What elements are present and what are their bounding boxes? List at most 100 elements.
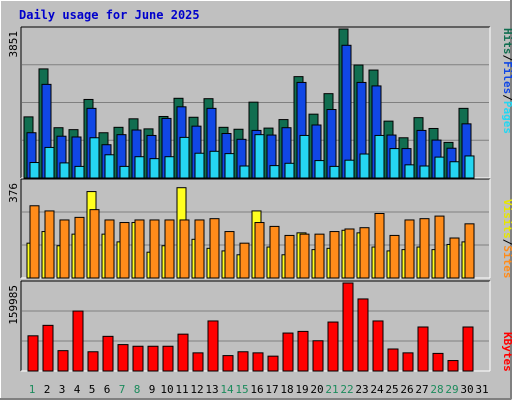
x-tick-label: 4 xyxy=(74,383,81,396)
bar-kbytes-day-4 xyxy=(72,310,84,372)
bar-pages-day-30 xyxy=(464,155,475,179)
x-tick-label: 6 xyxy=(104,383,111,396)
bar-sites-day-7 xyxy=(119,222,130,279)
bar-sites-day-30 xyxy=(464,223,475,279)
x-tick-label: 22 xyxy=(340,383,353,396)
bar-kbytes-day-12 xyxy=(192,352,204,372)
x-tick-label: 29 xyxy=(445,383,458,396)
x-tick-label: 5 xyxy=(89,383,96,396)
x-tick-label: 16 xyxy=(250,383,263,396)
x-tick-label: 30 xyxy=(460,383,473,396)
bar-sites-day-2 xyxy=(44,210,55,279)
bar-pages-day-26 xyxy=(404,164,415,179)
bar-pages-day-19 xyxy=(299,134,310,179)
bar-sites-day-29 xyxy=(449,237,460,279)
x-tick-label: 19 xyxy=(295,383,308,396)
bar-pages-day-7 xyxy=(119,165,130,179)
panel-visits-sites: 376 xyxy=(7,178,491,279)
x-tick-label: 1 xyxy=(29,383,36,396)
bar-pages-day-15 xyxy=(239,165,250,179)
x-tick-label: 31 xyxy=(475,383,488,396)
bar-sites-day-26 xyxy=(404,219,415,279)
bar-kbytes-day-16 xyxy=(252,352,264,372)
x-tick-label: 14 xyxy=(220,383,234,396)
bar-kbytes-day-20 xyxy=(312,340,324,372)
bar-pages-day-13 xyxy=(209,150,220,179)
x-tick-label: 28 xyxy=(430,383,443,396)
bar-pages-day-22 xyxy=(344,159,355,179)
legend-part: Pages xyxy=(501,101,512,134)
bar-kbytes-day-22 xyxy=(342,282,354,372)
bar-pages-day-2 xyxy=(44,146,55,179)
bar-pages-day-17 xyxy=(269,165,280,179)
panel-hits-files-pages: 3851 xyxy=(7,26,491,179)
bar-sites-day-14 xyxy=(224,231,235,279)
bar-kbytes-day-29 xyxy=(447,360,459,372)
x-tick-label: 26 xyxy=(400,383,413,396)
bar-pages-day-8 xyxy=(134,156,145,179)
chart-title: Daily usage for June 2025 xyxy=(19,8,200,22)
bar-sites-day-23 xyxy=(359,227,370,279)
bar-pages-day-23 xyxy=(359,153,370,179)
legend-part: Visits xyxy=(501,199,512,239)
x-tick-label: 20 xyxy=(310,383,323,396)
bar-kbytes-day-7 xyxy=(117,344,129,372)
bar-pages-day-10 xyxy=(164,156,175,179)
x-tick-label: 21 xyxy=(325,383,338,396)
legend-hits-files-pages: Hits/Files/Pages xyxy=(501,28,512,134)
x-tick-label: 10 xyxy=(160,383,173,396)
bar-pages-day-4 xyxy=(74,165,85,179)
bar-pages-day-9 xyxy=(149,158,160,179)
x-tick-label: 13 xyxy=(205,383,218,396)
bar-kbytes-day-13 xyxy=(207,320,219,372)
bar-sites-day-13 xyxy=(209,218,220,279)
bar-kbytes-day-27 xyxy=(417,326,429,372)
legend-part: / xyxy=(501,55,512,62)
bar-pages-day-21 xyxy=(329,165,340,179)
bar-kbytes-day-24 xyxy=(372,320,384,372)
x-tick-label: 7 xyxy=(119,383,126,396)
x-tick-label: 27 xyxy=(415,383,428,396)
x-tick-label: 23 xyxy=(355,383,368,396)
bar-kbytes-day-8 xyxy=(132,345,144,372)
legend-part: KBytes xyxy=(501,332,512,372)
bar-sites-day-8 xyxy=(134,219,145,279)
bar-pages-day-11 xyxy=(179,136,190,179)
bar-sites-day-27 xyxy=(419,218,430,279)
bar-sites-day-24 xyxy=(374,213,385,279)
y-axis-max-label: 376 xyxy=(7,183,20,203)
bar-sites-day-18 xyxy=(284,234,295,279)
bar-kbytes-day-19 xyxy=(297,330,309,372)
x-tick-label: 18 xyxy=(280,383,293,396)
bar-sites-day-6 xyxy=(104,219,115,279)
bar-pages-day-27 xyxy=(419,165,430,179)
bar-pages-day-1 xyxy=(29,162,40,179)
x-tick-label: 3 xyxy=(59,383,66,396)
bar-files-day-22 xyxy=(341,44,352,179)
bar-sites-day-11 xyxy=(179,219,190,279)
bar-kbytes-day-2 xyxy=(42,324,54,372)
bar-kbytes-day-30 xyxy=(462,326,474,372)
bar-sites-day-1 xyxy=(29,205,40,279)
bar-pages-day-20 xyxy=(314,160,325,179)
x-tick-label: 2 xyxy=(44,383,51,396)
x-tick-label: 15 xyxy=(235,383,248,396)
x-tick-label: 11 xyxy=(175,383,188,396)
legend-visits-sites: Visits/Sites xyxy=(501,199,512,279)
bar-kbytes-day-3 xyxy=(57,350,69,372)
bar-sites-day-21 xyxy=(329,231,340,279)
bar-kbytes-day-17 xyxy=(267,355,279,372)
bar-pages-day-28 xyxy=(434,156,445,179)
bar-sites-day-25 xyxy=(389,234,400,279)
bar-kbytes-day-9 xyxy=(147,345,159,372)
bar-kbytes-day-5 xyxy=(87,351,99,372)
bar-sites-day-5 xyxy=(89,209,100,279)
bar-sites-day-28 xyxy=(434,215,445,279)
legend-part: Hits xyxy=(501,28,512,55)
bar-kbytes-day-14 xyxy=(222,355,234,372)
bar-sites-day-9 xyxy=(149,219,160,279)
bar-pages-day-24 xyxy=(374,134,385,179)
bar-sites-day-22 xyxy=(344,228,355,279)
bar-sites-day-19 xyxy=(299,233,310,279)
